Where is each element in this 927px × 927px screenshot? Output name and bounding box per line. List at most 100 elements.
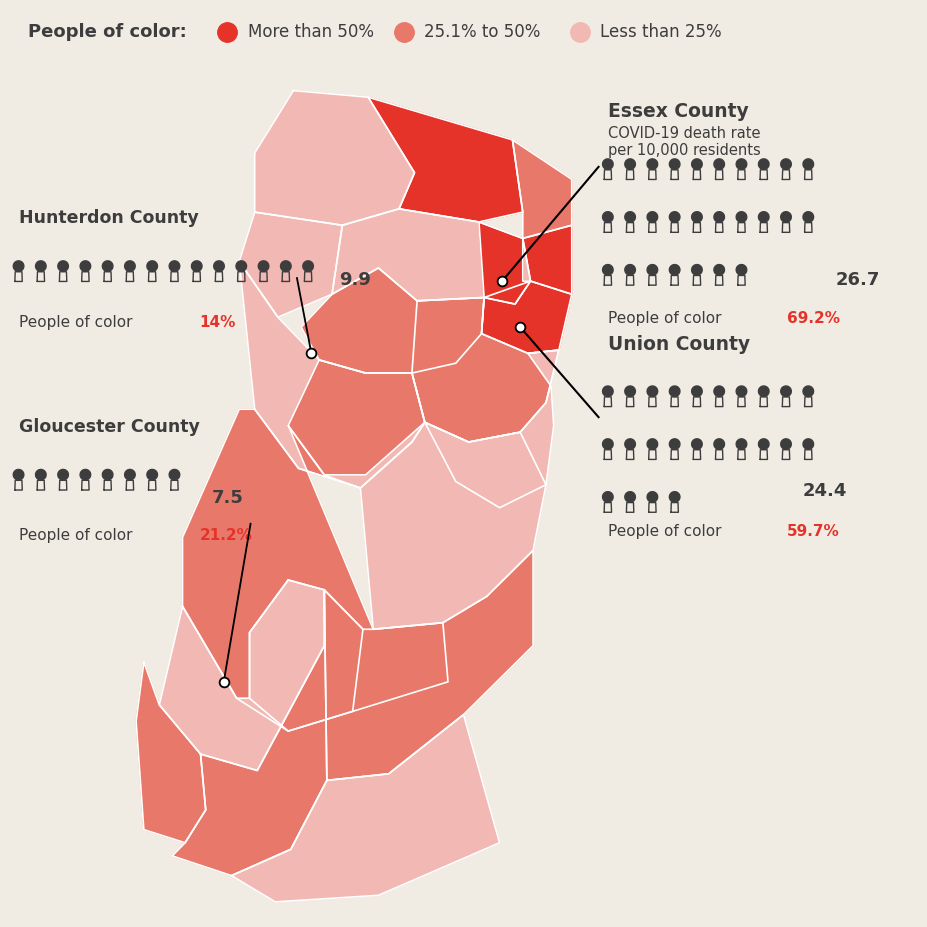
Text: COVID-19 death rate: COVID-19 death rate — [607, 126, 759, 141]
Polygon shape — [124, 469, 135, 480]
Polygon shape — [646, 491, 657, 502]
Polygon shape — [780, 159, 791, 170]
Polygon shape — [646, 264, 657, 275]
Polygon shape — [624, 386, 635, 397]
Polygon shape — [668, 491, 679, 502]
Polygon shape — [602, 211, 613, 222]
Polygon shape — [602, 386, 613, 397]
Polygon shape — [624, 438, 635, 450]
Text: Hunterdon County: Hunterdon County — [19, 210, 198, 227]
Polygon shape — [288, 360, 425, 475]
Polygon shape — [213, 260, 224, 272]
Polygon shape — [602, 491, 613, 502]
Text: Essex County: Essex County — [607, 102, 748, 121]
Polygon shape — [146, 260, 158, 272]
Text: 7.5: 7.5 — [211, 489, 243, 507]
Polygon shape — [231, 715, 499, 902]
Text: People of color:: People of color: — [28, 22, 186, 41]
Polygon shape — [713, 386, 724, 397]
Polygon shape — [239, 261, 425, 488]
Polygon shape — [757, 438, 768, 450]
Polygon shape — [80, 469, 91, 480]
Polygon shape — [780, 211, 791, 222]
Polygon shape — [624, 211, 635, 222]
Polygon shape — [258, 260, 269, 272]
Polygon shape — [691, 386, 702, 397]
Polygon shape — [802, 386, 813, 397]
Polygon shape — [159, 580, 324, 770]
Polygon shape — [713, 438, 724, 450]
Text: 21.2%: 21.2% — [199, 528, 252, 543]
Polygon shape — [757, 386, 768, 397]
Text: People of color: People of color — [19, 528, 132, 543]
Polygon shape — [780, 438, 791, 450]
Polygon shape — [102, 469, 113, 480]
Polygon shape — [646, 159, 657, 170]
Polygon shape — [35, 260, 46, 272]
Polygon shape — [624, 491, 635, 502]
Polygon shape — [691, 264, 702, 275]
Polygon shape — [735, 386, 746, 397]
Text: Gloucester County: Gloucester County — [19, 418, 199, 436]
Polygon shape — [668, 438, 679, 450]
Polygon shape — [602, 438, 613, 450]
Text: People of color: People of color — [607, 524, 720, 539]
Polygon shape — [191, 260, 202, 272]
Text: 24.4: 24.4 — [802, 482, 846, 501]
Text: 26.7: 26.7 — [834, 271, 879, 289]
Polygon shape — [646, 211, 657, 222]
Polygon shape — [412, 298, 558, 442]
Polygon shape — [602, 159, 613, 170]
Text: 25.1% to 50%: 25.1% to 50% — [424, 22, 540, 41]
Polygon shape — [802, 159, 813, 170]
Polygon shape — [802, 211, 813, 222]
Text: 9.9: 9.9 — [338, 271, 370, 289]
Polygon shape — [478, 222, 530, 304]
Text: 69.2%: 69.2% — [786, 311, 839, 325]
Polygon shape — [57, 260, 69, 272]
Polygon shape — [172, 590, 326, 876]
Polygon shape — [332, 209, 530, 300]
Text: Union County: Union County — [607, 336, 749, 354]
Polygon shape — [735, 211, 746, 222]
Polygon shape — [102, 260, 113, 272]
Polygon shape — [324, 551, 532, 781]
Polygon shape — [124, 260, 135, 272]
Text: People of color: People of color — [607, 311, 720, 325]
Text: More than 50%: More than 50% — [248, 22, 374, 41]
Polygon shape — [691, 438, 702, 450]
Polygon shape — [668, 264, 679, 275]
Polygon shape — [713, 159, 724, 170]
Polygon shape — [691, 159, 702, 170]
Polygon shape — [646, 386, 657, 397]
Polygon shape — [280, 260, 291, 272]
Polygon shape — [713, 211, 724, 222]
Polygon shape — [57, 469, 69, 480]
Polygon shape — [360, 423, 545, 629]
Text: People of color: People of color — [19, 315, 132, 330]
Polygon shape — [13, 469, 24, 480]
Polygon shape — [522, 225, 571, 294]
Polygon shape — [35, 469, 46, 480]
Polygon shape — [802, 438, 813, 450]
Polygon shape — [668, 159, 679, 170]
Polygon shape — [713, 264, 724, 275]
Polygon shape — [602, 264, 613, 275]
Polygon shape — [239, 212, 342, 317]
Text: 14%: 14% — [199, 315, 235, 330]
Polygon shape — [757, 211, 768, 222]
Polygon shape — [146, 469, 158, 480]
Polygon shape — [757, 159, 768, 170]
Polygon shape — [300, 268, 484, 373]
Polygon shape — [169, 260, 180, 272]
Polygon shape — [624, 159, 635, 170]
Text: 59.7%: 59.7% — [786, 524, 839, 539]
Polygon shape — [668, 211, 679, 222]
Polygon shape — [80, 260, 91, 272]
Polygon shape — [13, 260, 24, 272]
Text: Less than 25%: Less than 25% — [600, 22, 721, 41]
Text: per 10,000 residents: per 10,000 residents — [607, 143, 760, 158]
Polygon shape — [183, 409, 448, 731]
Polygon shape — [780, 386, 791, 397]
Polygon shape — [235, 260, 247, 272]
